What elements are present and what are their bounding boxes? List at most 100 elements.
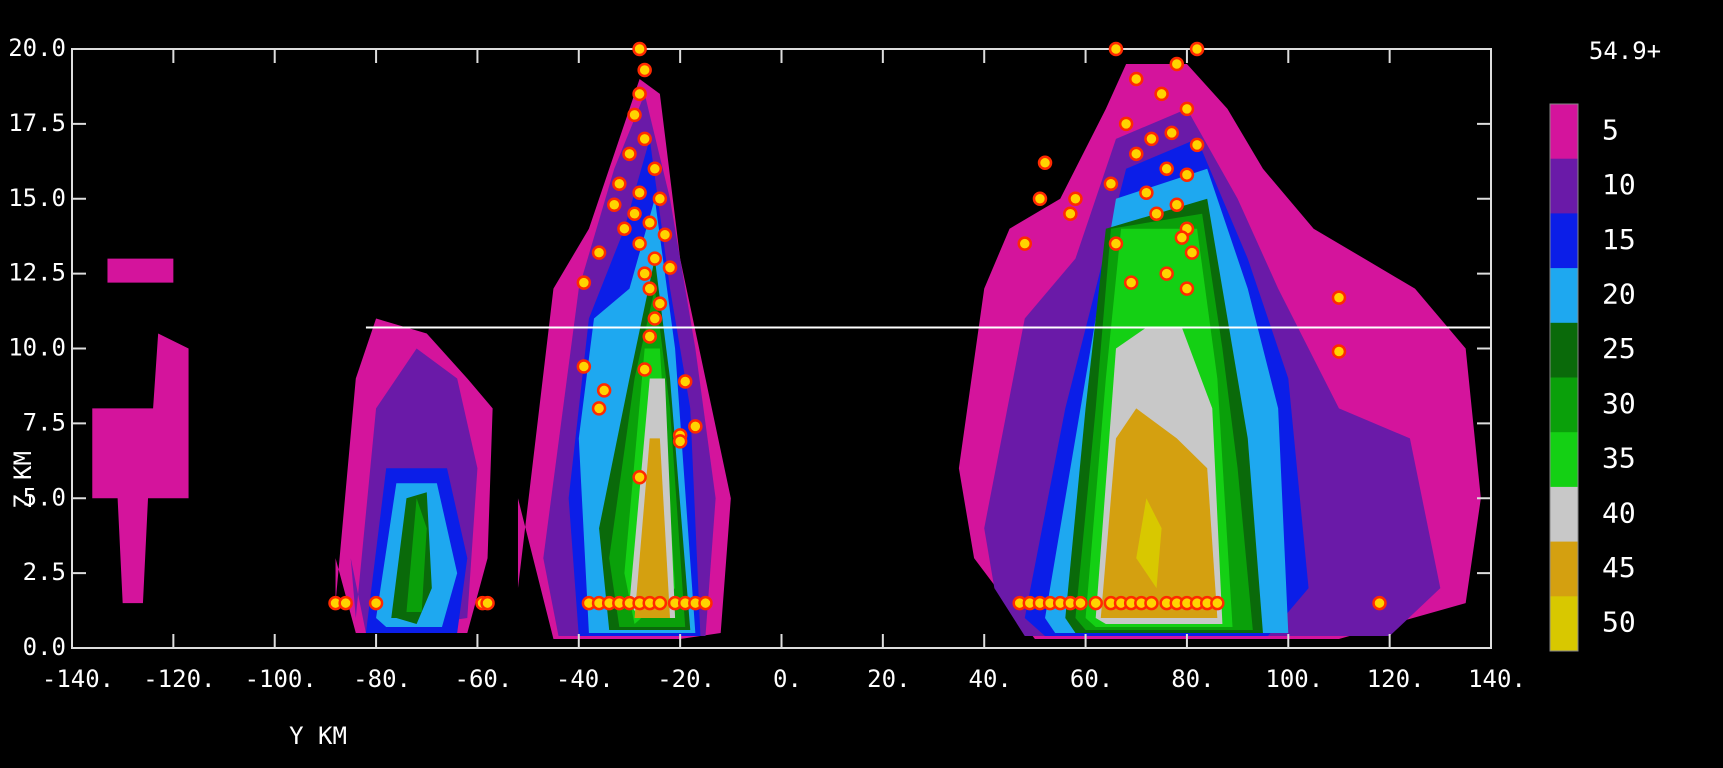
lightning-point [1103, 176, 1119, 192]
lightning-point [1129, 146, 1144, 162]
lightning-point [1063, 206, 1078, 221]
lightning-point [1169, 56, 1185, 72]
colorbar-swatch [1550, 213, 1578, 269]
x-tick-label: -120. [143, 665, 215, 693]
lightning-point [1159, 161, 1174, 177]
x-tick-label: 100. [1265, 665, 1323, 693]
colorbar-swatch [1550, 377, 1578, 433]
lightning-point [1129, 71, 1144, 87]
lightning-point [576, 275, 592, 290]
colorbar-label: 40 [1602, 496, 1636, 529]
colorbar-label: 35 [1602, 442, 1636, 475]
lightning-point [1118, 116, 1134, 132]
y-tick-label: 17.5 [8, 109, 66, 137]
x-tick-label: 0. [773, 665, 802, 693]
lightning-point [647, 161, 663, 177]
lightning-point [632, 470, 647, 485]
lightning-point [627, 107, 642, 123]
lightning-point [1144, 131, 1159, 147]
plot-area [71, 41, 1492, 649]
x-tick-label: -140. [42, 665, 114, 693]
lightning-point [637, 131, 652, 147]
reflectivity-region [1100, 408, 1218, 619]
y-axis-label: Z KM [9, 451, 37, 509]
lightning-point [1331, 344, 1347, 359]
lightning-point [1331, 290, 1347, 305]
colorbar-label: 45 [1602, 551, 1636, 584]
lightning-point [1144, 595, 1159, 611]
colorbar-label: 30 [1602, 387, 1636, 420]
colorbar-label: 5 [1602, 113, 1619, 146]
colorbar-swatch [1550, 322, 1578, 378]
lightning-point [1164, 125, 1179, 141]
lightning-point [698, 595, 713, 611]
lightning-point [637, 266, 652, 281]
lightning-point [1032, 191, 1048, 206]
lightning-point [637, 62, 652, 78]
lightning-point [612, 176, 627, 192]
colorbar-label: 15 [1602, 223, 1636, 256]
colorbar-label: 50 [1602, 606, 1636, 639]
reflectivity-region [406, 498, 427, 613]
lightning-point [1123, 275, 1139, 290]
colorbar-max-label: 54.9+ [1589, 37, 1661, 65]
lightning-point [632, 185, 647, 201]
colorbar-swatch [1550, 486, 1578, 543]
lightning-point [1169, 197, 1185, 212]
lightning-point [1017, 236, 1033, 251]
lightning-point [591, 401, 607, 416]
colorbar-label: 25 [1602, 332, 1636, 365]
lightning-point [632, 86, 647, 102]
lightning-point [1139, 185, 1154, 201]
lightning-point [652, 296, 668, 311]
lightning-point [1174, 230, 1190, 245]
y-tick-label: 15.0 [8, 184, 66, 212]
x-tick-label: 40. [969, 665, 1012, 693]
lightning-point [1068, 191, 1083, 206]
lightning-point [338, 595, 353, 611]
x-tick-label: 120. [1367, 665, 1425, 693]
lightning-point [657, 227, 673, 242]
colorbar-swatch [1550, 104, 1578, 160]
y-tick-label: 5.0 [23, 483, 66, 511]
lightning-point [1210, 595, 1225, 611]
lightning-point [1108, 41, 1124, 57]
lightning-point [677, 374, 693, 389]
lightning-point [632, 236, 647, 251]
lightning-point [591, 245, 607, 260]
lightning-point [642, 329, 657, 344]
lightning-point [637, 362, 652, 377]
x-tick-label: -20. [657, 665, 715, 693]
lightning-point [617, 221, 632, 236]
lightning-point [647, 251, 663, 266]
lightning-point [672, 434, 688, 449]
colorbar-label: 20 [1602, 277, 1636, 310]
x-tick-label: -80. [353, 665, 411, 693]
lightning-point [1073, 595, 1088, 611]
lightning-point [576, 359, 592, 374]
lightning-point [596, 383, 612, 398]
lightning-point [652, 191, 668, 206]
colorbar-frame [1549, 103, 1579, 652]
x-tick-label: 60. [1070, 665, 1113, 693]
lightning-point [627, 206, 642, 221]
colorbar-swatch [1550, 432, 1578, 488]
lightning-point [632, 41, 647, 57]
lightning-point [622, 146, 637, 162]
y-tick-label: 0.0 [23, 633, 66, 661]
x-tick-label: 20. [867, 665, 910, 693]
lightning-point [607, 197, 622, 212]
y-tick-label: 7.5 [23, 408, 66, 436]
reflectivity-region [1136, 498, 1162, 589]
x-tick-label: -100. [245, 665, 317, 693]
lightning-point [1184, 245, 1200, 260]
reflectivity-region [92, 333, 189, 604]
x-tick-label: 80. [1171, 665, 1214, 693]
colorbar-swatch [1550, 541, 1578, 597]
lightning-point [642, 215, 657, 230]
lightning-point [1159, 266, 1174, 281]
x-tick-label: -40. [556, 665, 614, 693]
lightning-point [1189, 41, 1205, 57]
lightning-point [662, 260, 678, 275]
lightning-point [1179, 167, 1195, 183]
